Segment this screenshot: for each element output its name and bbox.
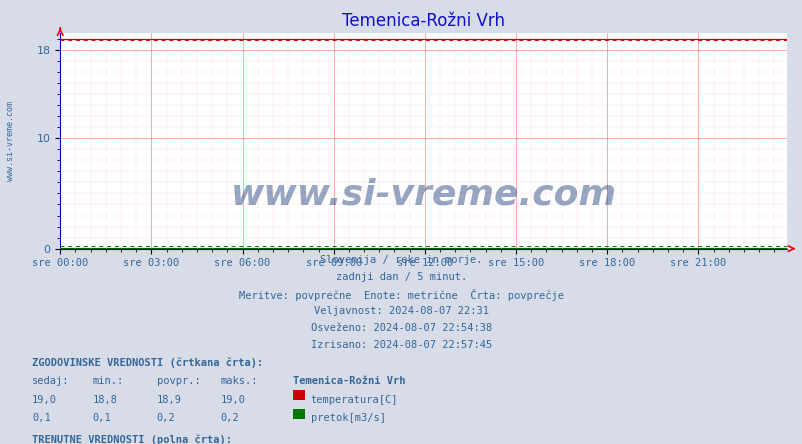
Text: 0,1: 0,1 xyxy=(32,413,51,424)
Text: 0,2: 0,2 xyxy=(221,413,239,424)
Text: TRENUTNE VREDNOSTI (polna črta):: TRENUTNE VREDNOSTI (polna črta): xyxy=(32,435,232,444)
Text: Meritve: povprečne  Enote: metrične  Črta: povprečje: Meritve: povprečne Enote: metrične Črta:… xyxy=(239,289,563,301)
Text: 19,0: 19,0 xyxy=(32,395,57,405)
Text: Slovenija / reke in morje.: Slovenija / reke in morje. xyxy=(320,255,482,266)
Text: temperatura[C]: temperatura[C] xyxy=(310,395,398,405)
Text: 18,9: 18,9 xyxy=(156,395,181,405)
Text: 18,8: 18,8 xyxy=(92,395,117,405)
Text: 0,2: 0,2 xyxy=(156,413,175,424)
Text: 19,0: 19,0 xyxy=(221,395,245,405)
Text: Veljavnost: 2024-08-07 22:31: Veljavnost: 2024-08-07 22:31 xyxy=(314,306,488,316)
Text: www.si-vreme.com: www.si-vreme.com xyxy=(6,101,15,181)
Text: sedaj:: sedaj: xyxy=(32,376,70,386)
Text: maks.:: maks.: xyxy=(221,376,258,386)
Text: 0,1: 0,1 xyxy=(92,413,111,424)
Text: Izrisano: 2024-08-07 22:57:45: Izrisano: 2024-08-07 22:57:45 xyxy=(310,340,492,350)
Text: Temenica-Rožni Vrh: Temenica-Rožni Vrh xyxy=(293,376,405,386)
Text: pretok[m3/s]: pretok[m3/s] xyxy=(310,413,385,424)
Text: Osveženo: 2024-08-07 22:54:38: Osveženo: 2024-08-07 22:54:38 xyxy=(310,323,492,333)
Text: zadnji dan / 5 minut.: zadnji dan / 5 minut. xyxy=(335,272,467,282)
Text: www.si-vreme.com: www.si-vreme.com xyxy=(230,178,616,212)
Text: min.:: min.: xyxy=(92,376,124,386)
Text: ZGODOVINSKE VREDNOSTI (črtkana črta):: ZGODOVINSKE VREDNOSTI (črtkana črta): xyxy=(32,357,263,368)
Title: Temenica-Rožni Vrh: Temenica-Rožni Vrh xyxy=(342,12,504,30)
Text: povpr.:: povpr.: xyxy=(156,376,200,386)
